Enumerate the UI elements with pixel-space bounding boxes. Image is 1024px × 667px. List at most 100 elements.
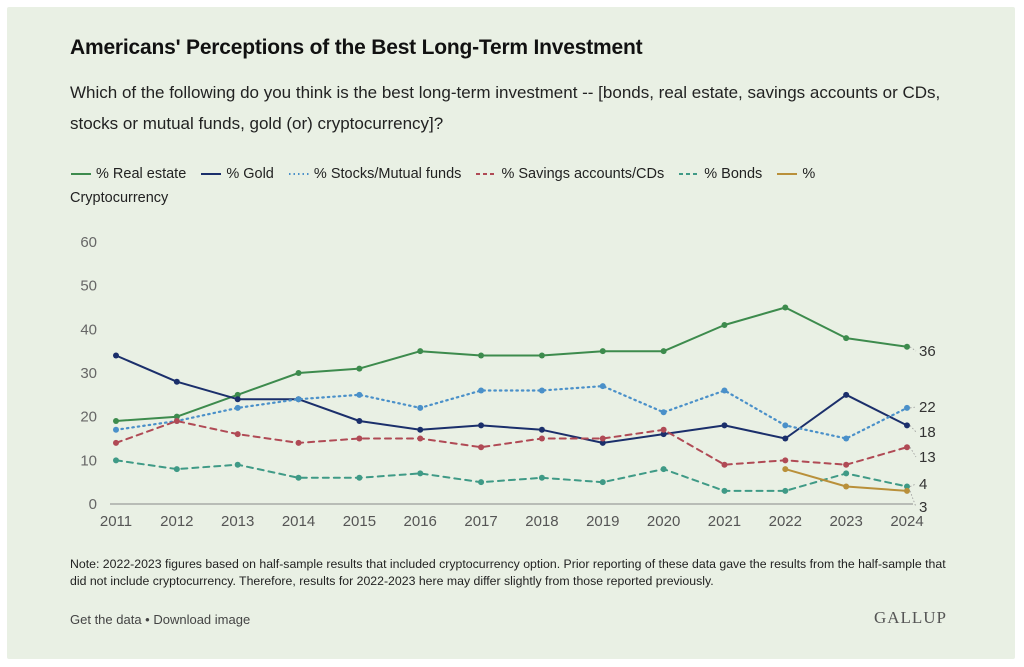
data-point <box>417 404 424 411</box>
data-point <box>295 439 302 446</box>
legend-label: % Savings accounts/CDs <box>501 166 665 182</box>
data-point <box>417 426 424 433</box>
data-point <box>904 343 910 350</box>
y-tick-label: 10 <box>80 452 97 469</box>
series-line <box>115 420 908 466</box>
data-point <box>721 422 728 429</box>
y-tick-label: 60 <box>80 234 97 251</box>
legend-item: % Real estate <box>70 166 186 182</box>
data-point <box>173 378 180 385</box>
series-group: 3 <box>782 466 927 516</box>
y-tick-label: 40 <box>80 321 97 338</box>
data-point <box>904 487 910 494</box>
data-point <box>599 439 606 446</box>
data-point <box>843 435 850 442</box>
series-group: 13 <box>113 418 936 468</box>
y-tick-label: 0 <box>89 496 97 513</box>
data-point <box>538 474 545 481</box>
end-value-label: 36 <box>919 343 936 360</box>
data-point <box>234 404 241 411</box>
data-point <box>782 304 789 311</box>
data-point <box>599 479 606 486</box>
label-leader <box>909 483 917 487</box>
data-point <box>234 396 241 403</box>
data-point <box>538 426 545 433</box>
data-point <box>417 348 424 355</box>
legend-item: % Bonds <box>678 166 762 182</box>
data-point <box>356 474 363 481</box>
data-point <box>721 387 728 394</box>
chart-note: Note: 2022-2023 figures based on half-sa… <box>70 557 946 588</box>
end-value-label: 22 <box>919 399 936 416</box>
data-point <box>721 321 728 328</box>
data-point <box>356 365 363 372</box>
get-data-link[interactable]: Get the data <box>70 612 142 627</box>
data-point <box>660 426 667 433</box>
data-point <box>356 391 363 398</box>
legend-swatch <box>679 173 700 176</box>
data-point <box>599 383 606 390</box>
chart-legend: % Real estate % Gold % Stocks/Mutual fun… <box>70 162 850 210</box>
data-point <box>843 391 850 398</box>
data-point <box>660 431 667 438</box>
x-tick-label: 2022 <box>769 513 802 530</box>
legend-item: % Stocks/Mutual funds <box>288 166 462 182</box>
legend-label: % Cryptocurrency <box>70 166 816 206</box>
legend-label: % Gold <box>226 166 274 182</box>
data-point <box>417 435 424 442</box>
link-separator: • <box>141 612 154 627</box>
chart-subtitle: Which of the following do you think is t… <box>70 83 941 133</box>
data-point <box>478 422 485 429</box>
data-point <box>295 370 302 376</box>
x-tick-label: 2014 <box>282 513 315 530</box>
data-point <box>234 431 241 438</box>
series-group: 22 <box>113 383 936 442</box>
x-tick-label: 2016 <box>404 513 437 530</box>
data-point <box>660 466 667 473</box>
label-leader <box>909 490 917 508</box>
data-point <box>599 435 606 442</box>
legend-swatch <box>201 173 222 176</box>
series-line <box>115 306 908 422</box>
data-point <box>904 422 910 429</box>
y-tick-label: 50 <box>80 278 97 295</box>
data-point <box>356 435 363 442</box>
data-point <box>904 444 910 451</box>
x-tick-label: 2015 <box>343 513 376 530</box>
data-point <box>234 461 241 468</box>
legend-swatch <box>476 173 497 176</box>
data-point <box>782 422 789 429</box>
legend-item: % Cryptocurrency <box>70 166 815 206</box>
data-point <box>843 335 850 342</box>
download-image-link[interactable]: Download image <box>153 612 251 627</box>
label-leader <box>909 425 917 433</box>
x-tick-label: 2012 <box>160 513 193 530</box>
data-point <box>904 483 910 490</box>
data-point <box>113 457 119 464</box>
data-point <box>113 439 119 446</box>
x-tick-label: 2011 <box>100 513 132 530</box>
data-point <box>782 435 789 442</box>
legend-item: % Savings accounts/CDs <box>475 166 664 182</box>
data-point <box>173 466 180 473</box>
data-point <box>782 487 789 494</box>
data-point <box>843 483 850 490</box>
end-value-label: 13 <box>919 449 936 466</box>
legend-item: % Gold <box>200 166 274 182</box>
legend-swatch <box>288 173 309 176</box>
legend-label: % Stocks/Mutual funds <box>313 166 462 182</box>
data-point <box>538 435 545 442</box>
data-point <box>295 474 302 481</box>
data-point <box>478 479 485 486</box>
x-tick-label: 2013 <box>221 513 254 530</box>
data-point <box>113 352 119 359</box>
legend-swatch <box>777 173 798 176</box>
end-value-label: 3 <box>919 499 927 516</box>
data-point <box>599 348 606 355</box>
legend-label: % Real estate <box>96 166 187 182</box>
data-point <box>721 487 728 494</box>
label-leader <box>909 346 917 352</box>
label-leader <box>909 406 917 409</box>
data-point <box>660 348 667 355</box>
legend-swatch <box>71 173 91 176</box>
